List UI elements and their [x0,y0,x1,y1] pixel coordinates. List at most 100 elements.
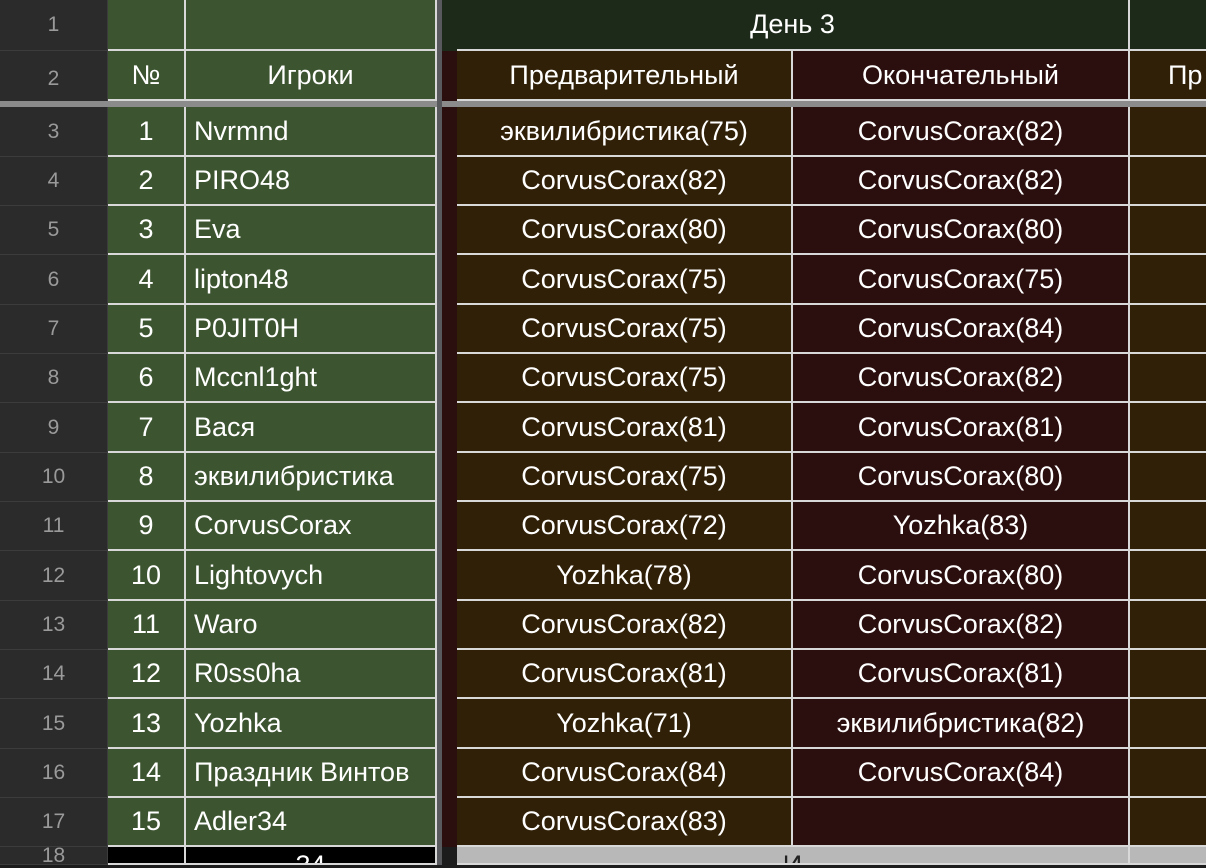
header-next-day[interactable] [1130,0,1206,51]
next-day-cell[interactable] [1130,601,1206,650]
row-header-9[interactable]: 9 [0,403,108,453]
final-vote[interactable] [793,798,1130,847]
player-name[interactable]: Yozhka [186,699,437,749]
footer-total-label[interactable]: И [457,847,1130,865]
player-name[interactable]: Nvrmnd [186,107,437,157]
row-header-7[interactable]: 7 [0,305,108,354]
row-header-14[interactable]: 14 [0,650,108,699]
row-header-1[interactable]: 1 [0,0,108,51]
final-vote[interactable]: CorvusCorax(75) [793,255,1130,305]
row-header-3[interactable]: 3 [0,107,108,157]
final-vote[interactable]: CorvusCorax(82) [793,354,1130,403]
preliminary-vote[interactable]: CorvusCorax(75) [457,453,793,502]
player-number[interactable]: 4 [108,255,186,305]
next-day-cell[interactable] [1130,157,1206,206]
next-day-cell[interactable] [1130,107,1206,157]
row-header-13[interactable]: 13 [0,601,108,650]
header-cell[interactable] [186,0,437,51]
preliminary-vote[interactable]: CorvusCorax(82) [457,601,793,650]
player-name[interactable]: Waro [186,601,437,650]
final-vote[interactable]: CorvusCorax(84) [793,749,1130,798]
player-number[interactable]: 5 [108,305,186,354]
preliminary-vote[interactable]: Yozhka(71) [457,699,793,749]
header-final[interactable]: Окончательный [793,51,1130,101]
preliminary-vote[interactable]: CorvusCorax(75) [457,305,793,354]
preliminary-vote[interactable]: CorvusCorax(75) [457,354,793,403]
player-name[interactable]: CorvusCorax [186,502,437,551]
player-name[interactable]: Mccnl1ght [186,354,437,403]
row-header-5[interactable]: 5 [0,206,108,255]
player-name[interactable]: R0ss0ha [186,650,437,699]
final-vote[interactable]: эквилибристика(82) [793,699,1130,749]
player-name[interactable]: Lightovych [186,551,437,601]
row-header-2[interactable]: 2 [0,51,108,107]
player-number[interactable]: 3 [108,206,186,255]
row-header-10[interactable]: 10 [0,453,108,502]
preliminary-vote[interactable]: CorvusCorax(81) [457,403,793,453]
player-name[interactable]: Eva [186,206,437,255]
player-number[interactable]: 14 [108,749,186,798]
next-day-cell[interactable] [1130,502,1206,551]
player-number[interactable]: 7 [108,403,186,453]
final-vote[interactable]: CorvusCorax(82) [793,157,1130,206]
player-name[interactable]: Adler34 [186,798,437,847]
row-header-4[interactable]: 4 [0,157,108,206]
next-day-cell[interactable] [1130,699,1206,749]
next-day-cell[interactable] [1130,255,1206,305]
player-number[interactable]: 12 [108,650,186,699]
player-number[interactable]: 9 [108,502,186,551]
row-header-18[interactable]: 18 [0,844,108,867]
player-name[interactable]: Праздник Винтов [186,749,437,798]
row-header-12[interactable]: 12 [0,551,108,601]
next-day-cell[interactable] [1130,551,1206,601]
player-number[interactable]: 2 [108,157,186,206]
player-number[interactable]: 11 [108,601,186,650]
footer-cell[interactable] [108,847,186,865]
next-day-cell[interactable] [1130,354,1206,403]
header-number[interactable]: № [108,51,186,101]
player-number[interactable]: 10 [108,551,186,601]
header-preliminary[interactable]: Предварительный [457,51,793,101]
next-day-cell[interactable] [1130,206,1206,255]
frozen-rows-divider[interactable] [0,101,1206,107]
preliminary-vote[interactable]: CorvusCorax(84) [457,749,793,798]
footer-count[interactable]: 34 [186,847,437,865]
next-day-cell[interactable] [1130,403,1206,453]
header-day-3[interactable]: День 3 [457,0,1130,51]
row-header-17[interactable]: 17 [0,798,108,847]
final-vote[interactable]: CorvusCorax(82) [793,601,1130,650]
preliminary-vote[interactable]: CorvusCorax(80) [457,206,793,255]
footer-cell[interactable] [1130,847,1206,865]
final-vote[interactable]: CorvusCorax(81) [793,650,1130,699]
final-vote[interactable]: CorvusCorax(84) [793,305,1130,354]
row-header-11[interactable]: 11 [0,502,108,551]
preliminary-vote[interactable]: CorvusCorax(82) [457,157,793,206]
preliminary-vote[interactable]: CorvusCorax(75) [457,255,793,305]
final-vote[interactable]: CorvusCorax(80) [793,551,1130,601]
player-number[interactable]: 8 [108,453,186,502]
next-day-cell[interactable] [1130,453,1206,502]
frozen-columns-divider[interactable] [437,0,442,865]
player-number[interactable]: 1 [108,107,186,157]
final-vote[interactable]: CorvusCorax(80) [793,453,1130,502]
preliminary-vote[interactable]: CorvusCorax(81) [457,650,793,699]
player-name[interactable]: lipton48 [186,255,437,305]
preliminary-vote[interactable]: эквилибристика(75) [457,107,793,157]
next-day-cell[interactable] [1130,305,1206,354]
player-name[interactable]: эквилибристика [186,453,437,502]
final-vote[interactable]: CorvusCorax(81) [793,403,1130,453]
player-number[interactable]: 6 [108,354,186,403]
final-vote[interactable]: CorvusCorax(80) [793,206,1130,255]
header-cell[interactable] [108,0,186,51]
row-header-16[interactable]: 16 [0,749,108,798]
header-players[interactable]: Игроки [186,51,437,101]
player-name[interactable]: P0JIT0H [186,305,437,354]
final-vote[interactable]: CorvusCorax(82) [793,107,1130,157]
next-day-cell[interactable] [1130,650,1206,699]
player-number[interactable]: 15 [108,798,186,847]
player-name[interactable]: PIRO48 [186,157,437,206]
preliminary-vote[interactable]: CorvusCorax(83) [457,798,793,847]
player-name[interactable]: Вася [186,403,437,453]
preliminary-vote[interactable]: Yozhka(78) [457,551,793,601]
next-day-cell[interactable] [1130,798,1206,847]
